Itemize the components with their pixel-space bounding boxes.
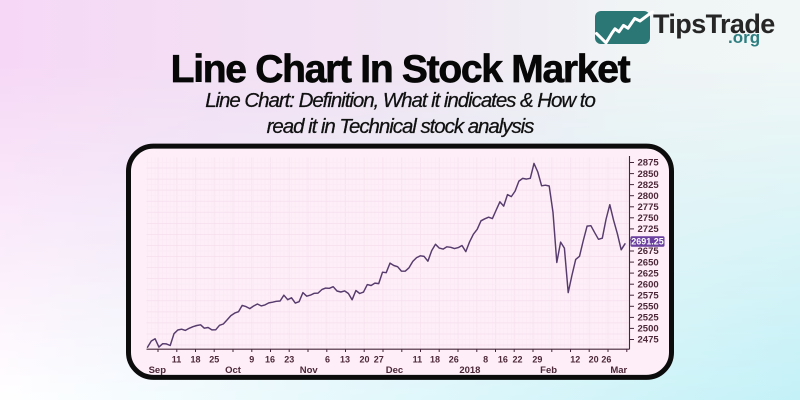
svg-text:2575: 2575 xyxy=(638,290,660,301)
svg-text:25: 25 xyxy=(209,355,219,365)
svg-text:6: 6 xyxy=(325,355,330,365)
svg-text:Feb: Feb xyxy=(540,365,557,376)
svg-text:Mar: Mar xyxy=(610,365,627,376)
svg-text:Sep: Sep xyxy=(149,365,167,376)
svg-text:22: 22 xyxy=(512,355,522,365)
svg-text:13: 13 xyxy=(340,355,350,365)
svg-text:12: 12 xyxy=(570,355,580,365)
svg-text:29: 29 xyxy=(532,355,542,365)
svg-text:20: 20 xyxy=(589,355,599,365)
svg-text:2650: 2650 xyxy=(638,257,659,268)
svg-text:26: 26 xyxy=(449,355,459,365)
svg-text:2550: 2550 xyxy=(638,302,659,313)
svg-text:2525: 2525 xyxy=(638,313,660,324)
svg-text:11: 11 xyxy=(172,355,182,365)
svg-text:2600: 2600 xyxy=(638,279,659,290)
svg-text:26: 26 xyxy=(601,355,611,365)
svg-text:16: 16 xyxy=(265,355,275,365)
svg-text:27: 27 xyxy=(374,355,384,365)
svg-text:2800: 2800 xyxy=(638,191,659,202)
svg-text:Nov: Nov xyxy=(300,365,319,376)
svg-text:2475: 2475 xyxy=(638,335,660,346)
svg-text:2691.25: 2691.25 xyxy=(631,236,664,246)
svg-text:20: 20 xyxy=(359,355,369,365)
svg-text:9: 9 xyxy=(249,355,254,365)
svg-text:Oct: Oct xyxy=(225,365,242,376)
svg-text:2725: 2725 xyxy=(638,224,660,235)
svg-text:16: 16 xyxy=(498,355,508,365)
svg-text:2500: 2500 xyxy=(638,324,659,335)
svg-text:2625: 2625 xyxy=(638,268,660,279)
svg-text:2018: 2018 xyxy=(459,365,480,376)
svg-text:2875: 2875 xyxy=(638,158,660,169)
svg-text:2750: 2750 xyxy=(638,213,659,224)
svg-text:2825: 2825 xyxy=(638,180,660,191)
svg-text:2675: 2675 xyxy=(638,246,660,257)
svg-text:Dec: Dec xyxy=(386,365,403,376)
svg-text:2775: 2775 xyxy=(638,202,660,213)
svg-text:18: 18 xyxy=(430,355,440,365)
svg-text:8: 8 xyxy=(483,355,488,365)
svg-text:18: 18 xyxy=(190,355,200,365)
svg-text:11: 11 xyxy=(413,355,423,365)
svg-text:23: 23 xyxy=(284,355,294,365)
svg-text:2850: 2850 xyxy=(638,169,659,180)
